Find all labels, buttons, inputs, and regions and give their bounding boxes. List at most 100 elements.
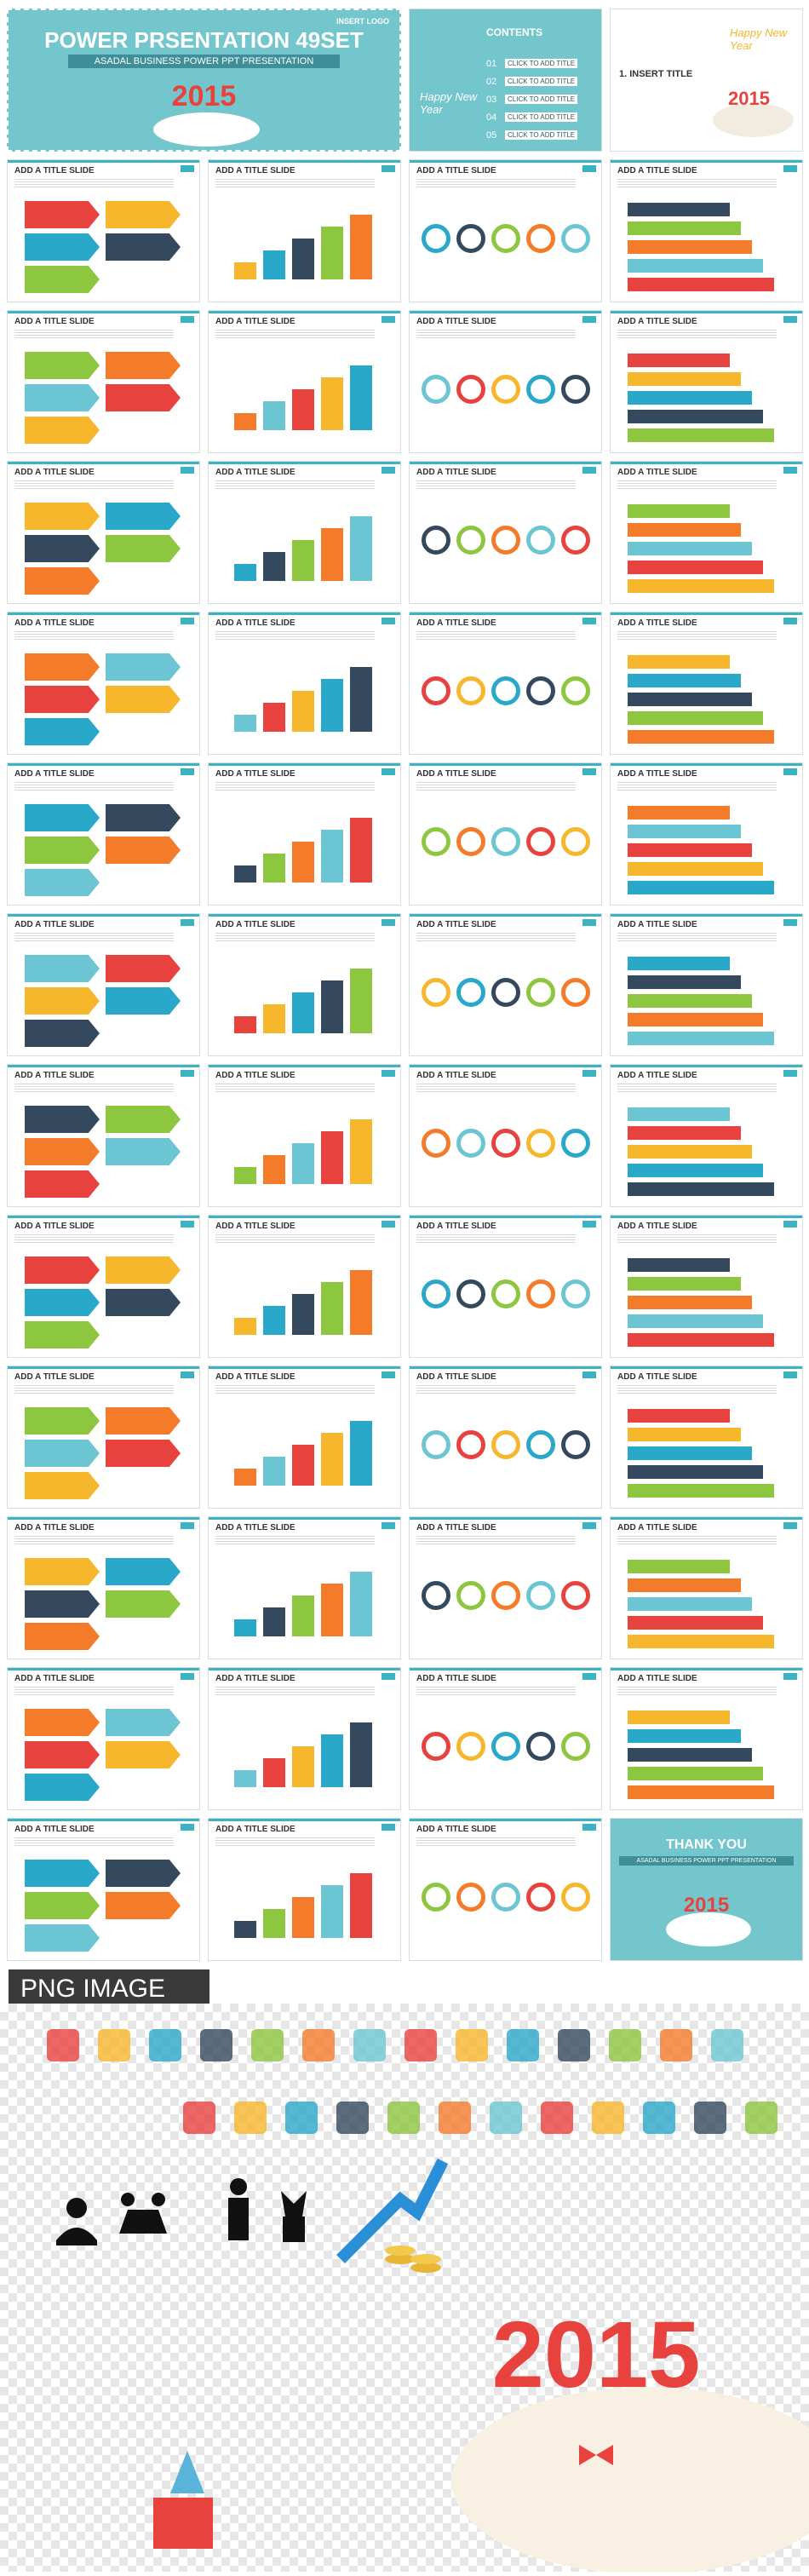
slide-graphic bbox=[456, 1581, 485, 1610]
slide-title: ADD A TITLE SLIDE bbox=[416, 1674, 496, 1683]
slide-graphic bbox=[25, 1106, 100, 1133]
slide-graphic bbox=[491, 1883, 520, 1912]
slide-top-bar bbox=[209, 612, 400, 615]
slide-graphic bbox=[321, 1734, 343, 1787]
slide-graphic bbox=[106, 1407, 181, 1435]
slide-graphic bbox=[106, 837, 181, 864]
icon bbox=[404, 2029, 437, 2061]
slide-graphic bbox=[25, 1741, 100, 1768]
slide-graphic bbox=[491, 1581, 520, 1610]
slide-top-bar bbox=[8, 1216, 199, 1218]
slide-top-bar bbox=[8, 612, 199, 615]
slide-graphic bbox=[106, 535, 181, 562]
slide-text bbox=[617, 631, 777, 640]
cover-year: 2015 bbox=[171, 80, 237, 112]
slide-logo bbox=[382, 1673, 395, 1680]
slide-title: ADD A TITLE SLIDE bbox=[416, 1071, 496, 1080]
slide-text bbox=[416, 330, 576, 338]
slide-graphic bbox=[491, 1430, 520, 1459]
slide-text bbox=[617, 480, 777, 489]
slide-title: ADD A TITLE SLIDE bbox=[14, 618, 95, 628]
slide-graphic bbox=[292, 1294, 314, 1335]
slide-thumbnail: ADD A TITLE SLIDE bbox=[208, 1818, 401, 1961]
slide-title: ADD A TITLE SLIDE bbox=[617, 920, 697, 929]
slide-graphic bbox=[106, 955, 181, 982]
slide-graphic bbox=[350, 1421, 372, 1486]
slide-title: ADD A TITLE SLIDE bbox=[617, 618, 697, 628]
slide-graphic bbox=[321, 1584, 343, 1636]
slide-graphic bbox=[422, 1732, 450, 1761]
slide-thumbnail: ADD A TITLE SLIDE bbox=[7, 1818, 200, 1961]
icon bbox=[200, 2029, 232, 2061]
slide-title: ADD A TITLE SLIDE bbox=[617, 468, 697, 477]
people-icons bbox=[56, 2178, 307, 2245]
slide-graphic bbox=[422, 978, 450, 1007]
slide-graphic bbox=[628, 372, 741, 386]
slide-graphic bbox=[106, 1256, 181, 1284]
slide-thumbnail: ADD A TITLE SLIDE bbox=[208, 1516, 401, 1659]
slide-thumbnail: ADD A TITLE SLIDE bbox=[610, 1667, 803, 1810]
slide-graphic bbox=[561, 1883, 590, 1912]
slide-title: ADD A TITLE SLIDE bbox=[617, 317, 697, 326]
slide-top-bar bbox=[410, 311, 601, 313]
slide-graphic bbox=[628, 1560, 730, 1573]
slide-graphic bbox=[628, 1409, 730, 1423]
slide-top-bar bbox=[8, 1065, 199, 1067]
slide-text bbox=[215, 1837, 375, 1846]
slide-thumbnail: ADD A TITLE SLIDE bbox=[208, 1366, 401, 1509]
slide-top-bar bbox=[410, 1065, 601, 1067]
icon bbox=[98, 2029, 130, 2061]
slide-logo bbox=[181, 1824, 194, 1831]
slide-graphic bbox=[628, 1748, 752, 1762]
slide-graphic bbox=[628, 711, 763, 725]
slide-graphic bbox=[25, 837, 100, 864]
slide-top-bar bbox=[410, 1668, 601, 1670]
slide-title: ADD A TITLE SLIDE bbox=[14, 468, 95, 477]
slide-graphic bbox=[106, 1860, 181, 1887]
slide-logo bbox=[783, 1371, 797, 1378]
slide-logo bbox=[382, 316, 395, 323]
slide-text bbox=[14, 1536, 174, 1544]
slide-graphic bbox=[25, 233, 100, 261]
slide-graphic bbox=[628, 881, 774, 894]
icon bbox=[609, 2029, 641, 2061]
slide-title: ADD A TITLE SLIDE bbox=[215, 468, 295, 477]
slide-graphic bbox=[628, 1032, 774, 1045]
slide-thumbnail: ADD A TITLE SLIDE bbox=[409, 762, 602, 906]
slide-graphic bbox=[292, 540, 314, 581]
slide-title: ADD A TITLE SLIDE bbox=[416, 920, 496, 929]
icon bbox=[387, 2102, 420, 2134]
slide-logo bbox=[582, 1070, 596, 1077]
contents-slide: CONTENTS Happy New Year 01 CLICK TO ADD TIT… bbox=[409, 9, 602, 152]
slide-graphic bbox=[106, 653, 181, 681]
cover-logo: INSERT LOGO bbox=[336, 17, 389, 26]
slide-title: ADD A TITLE SLIDE bbox=[14, 166, 95, 175]
slide-title: ADD A TITLE SLIDE bbox=[14, 1674, 95, 1683]
slide-title: ADD A TITLE SLIDE bbox=[416, 618, 496, 628]
slide-title: ADD A TITLE SLIDE bbox=[215, 1372, 295, 1382]
slide-thumbnail: ADD A TITLE SLIDE bbox=[610, 310, 803, 453]
slide-top-bar bbox=[8, 763, 199, 766]
slide-title: ADD A TITLE SLIDE bbox=[416, 1372, 496, 1382]
slide-graphic bbox=[292, 1445, 314, 1486]
slide-graphic bbox=[628, 391, 752, 405]
slide-graphic bbox=[106, 1709, 181, 1736]
slide-graphic bbox=[628, 1296, 752, 1309]
slide-graphic bbox=[25, 503, 100, 530]
slide-graphic bbox=[526, 224, 555, 253]
thank-you-title: THANK YOU bbox=[666, 1837, 747, 1852]
slide-graphic bbox=[628, 1635, 774, 1648]
slide-graphic bbox=[526, 1129, 555, 1158]
contents-number: 05 bbox=[486, 130, 497, 141]
slide-graphic bbox=[628, 1182, 774, 1196]
slide-graphic bbox=[628, 994, 752, 1008]
slide-graphic bbox=[321, 980, 343, 1033]
slide-graphic bbox=[628, 1465, 763, 1479]
slide-graphic bbox=[628, 1711, 730, 1724]
slide-text bbox=[215, 1084, 375, 1092]
slide-graphic bbox=[106, 233, 181, 261]
icon bbox=[558, 2029, 590, 2061]
slide-graphic bbox=[106, 384, 181, 411]
slide-graphic bbox=[561, 1430, 590, 1459]
slide-graphic bbox=[628, 1578, 741, 1592]
